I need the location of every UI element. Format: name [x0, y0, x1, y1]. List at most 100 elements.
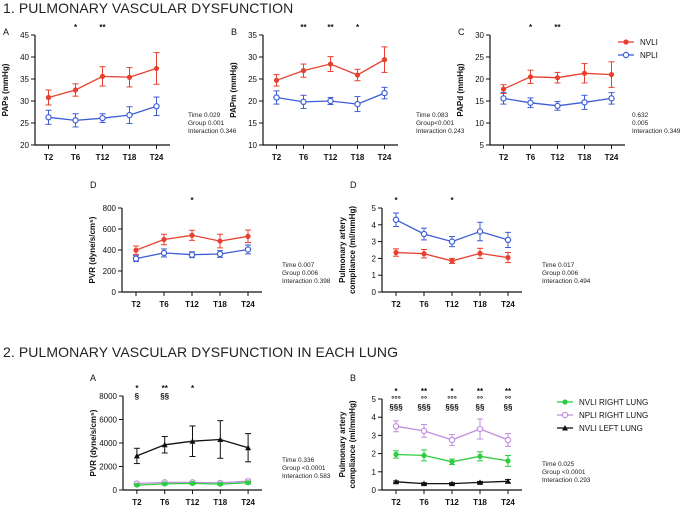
y-tick-label: 8000 — [99, 392, 117, 401]
data-point — [527, 74, 534, 80]
series-nvli-right-lung — [133, 480, 252, 488]
legend-label: NPLI RIGHT LUNG — [579, 411, 648, 420]
y-tick-label: 35 — [248, 31, 257, 40]
legend-label: NVLI LEFT LUNG — [579, 424, 643, 433]
data-point — [161, 236, 167, 243]
data-point — [72, 117, 79, 124]
data-point — [448, 436, 456, 444]
x-tick-label: T18 — [123, 153, 137, 162]
data-point — [153, 103, 160, 110]
data-point — [126, 111, 133, 119]
y-tick-label: 3 — [372, 238, 377, 247]
legend-label: NVLI RIGHT LUNG — [579, 398, 648, 407]
data-point — [381, 57, 388, 63]
stats-text: Interaction 0.243 — [416, 128, 465, 135]
data-point — [392, 423, 400, 430]
stats-text: 0.632 — [632, 112, 649, 119]
legend-marker — [623, 39, 629, 45]
stats-text: Interaction 0.346 — [188, 128, 237, 135]
data-point — [72, 87, 79, 93]
significance-mark: * — [135, 384, 139, 393]
x-tick-label: T18 — [473, 498, 487, 505]
series-npli-right-lung — [392, 418, 512, 447]
series-nvli — [273, 46, 388, 87]
data-point — [273, 77, 280, 83]
chart-d2: D 0 1 2 3 4 5 T2 T6 T12 T18 T24 Pulmonary artery comp… — [338, 180, 591, 309]
data-point — [581, 70, 588, 76]
data-point — [327, 61, 334, 67]
data-point — [554, 102, 561, 110]
significance-mark: * — [450, 196, 454, 205]
series-nvli — [393, 247, 511, 264]
significance-mark: ** — [99, 23, 106, 32]
stats-text: Time 0.007 — [282, 262, 315, 269]
data-point — [133, 452, 140, 459]
legend-marker — [562, 425, 568, 431]
y-tick-label: 4000 — [99, 439, 117, 448]
data-point — [421, 480, 427, 487]
legend-bottom: NVLI RIGHT LUNG NPLI RIGHT LUNG NVLI LEFT … — [557, 398, 648, 433]
y-tick-label: 6000 — [99, 416, 117, 425]
x-tick-label: T18 — [351, 153, 365, 162]
x-tick-label: T2 — [131, 300, 141, 309]
significance-mark: ** — [477, 387, 484, 396]
significance-mark: ** — [162, 384, 169, 393]
data-point — [504, 236, 512, 244]
data-point — [393, 249, 399, 256]
y-tick-label: 15 — [248, 119, 257, 128]
data-point — [477, 453, 483, 459]
y-tick-label: 0 — [113, 486, 118, 495]
y-tick-label: 40 — [20, 53, 29, 62]
x-tick-label: T24 — [150, 153, 164, 162]
x-tick-label: T6 — [419, 300, 429, 309]
y-tick-label: 15 — [475, 97, 484, 106]
significance-mark: °° — [477, 395, 483, 404]
y-axis-label: Pulmonary artery — [338, 217, 347, 283]
data-point — [217, 436, 224, 442]
series-npli — [132, 244, 252, 263]
data-point — [132, 255, 140, 262]
data-point — [421, 452, 427, 459]
data-point — [45, 114, 52, 121]
legend-marker — [561, 411, 569, 419]
x-tick-label: T2 — [44, 153, 54, 162]
stats-text: Group<0.001 — [416, 120, 455, 127]
data-point — [161, 441, 168, 448]
panel-label: B — [231, 27, 237, 37]
x-tick-label: T2 — [391, 498, 401, 505]
significance-mark: §§§ — [445, 403, 459, 412]
data-point — [216, 250, 224, 258]
y-tick-label: 30 — [475, 31, 484, 40]
x-tick-label: T12 — [186, 498, 200, 505]
data-point — [354, 72, 361, 78]
significance-mark: °°° — [447, 395, 457, 404]
y-tick-label: 2 — [372, 450, 377, 459]
data-point — [477, 479, 483, 485]
significance-mark: °° — [421, 395, 427, 404]
section-2-title: 2. PULMONARY VASCULAR DYSFUNCTION IN EAC… — [3, 344, 399, 360]
data-point — [393, 478, 399, 485]
data-point — [189, 438, 196, 444]
stats-text: Time 0.017 — [542, 262, 575, 269]
x-tick-label: T12 — [445, 300, 459, 309]
y-tick-label: 3 — [372, 431, 377, 440]
stats-text: Time 0.025 — [542, 461, 575, 468]
data-point — [476, 425, 484, 433]
x-tick-label: T24 — [501, 498, 515, 505]
panel-label: C — [458, 27, 465, 37]
y-tick-label: 25 — [475, 53, 484, 62]
significance-mark: * — [74, 23, 78, 32]
stats-text: Time 0.336 — [282, 457, 315, 464]
data-point — [420, 427, 428, 435]
panel-label: D — [350, 180, 357, 190]
data-point — [505, 458, 511, 464]
data-point — [421, 251, 427, 257]
y-tick-label: 35 — [20, 75, 29, 84]
series-nvli — [45, 52, 160, 106]
x-tick-label: T18 — [578, 153, 592, 162]
significance-mark: ** — [505, 387, 512, 396]
series-npli — [392, 212, 512, 248]
y-tick-label: 10 — [475, 119, 484, 128]
y-tick-label: 1 — [372, 468, 377, 477]
significance-mark: § — [135, 392, 140, 401]
